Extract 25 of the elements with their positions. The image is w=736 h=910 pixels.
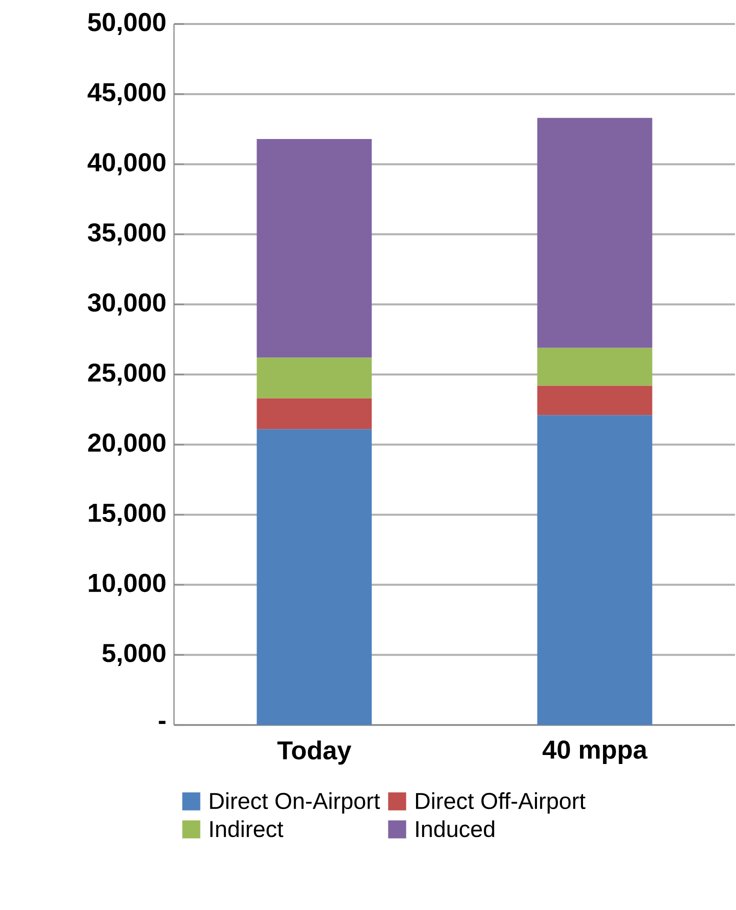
y-tick-label: 50,000 xyxy=(88,12,166,36)
bar xyxy=(537,386,652,416)
y-tick-label: 45,000 xyxy=(88,83,166,106)
legend-label: Indirect xyxy=(210,820,284,838)
bar xyxy=(537,348,652,386)
legend-label: Direct Off-Airport xyxy=(416,792,586,814)
y-tick-label: 20,000 xyxy=(88,434,166,456)
bar xyxy=(256,398,372,430)
bar xyxy=(537,415,652,725)
legend-label: Induced xyxy=(416,820,494,838)
y-tick-label: - xyxy=(158,720,166,724)
legend-label: Direct On-Airport xyxy=(210,792,380,814)
y-tick-label: 25,000 xyxy=(88,363,166,386)
bar xyxy=(256,429,372,725)
y-tick-label: 5,000 xyxy=(102,644,166,666)
y-tick-label: 40,000 xyxy=(88,153,166,176)
y-tick-label: 30,000 xyxy=(88,293,166,316)
bar xyxy=(537,118,652,348)
bar xyxy=(256,138,372,358)
y-tick-label: 35,000 xyxy=(88,223,166,246)
y-tick-label: 15,000 xyxy=(88,504,166,526)
y-tick-label: 10,000 xyxy=(88,574,166,596)
x-tick-label: Today xyxy=(277,740,352,765)
bar xyxy=(256,358,372,398)
x-tick-label: 40 mppa xyxy=(542,740,648,764)
